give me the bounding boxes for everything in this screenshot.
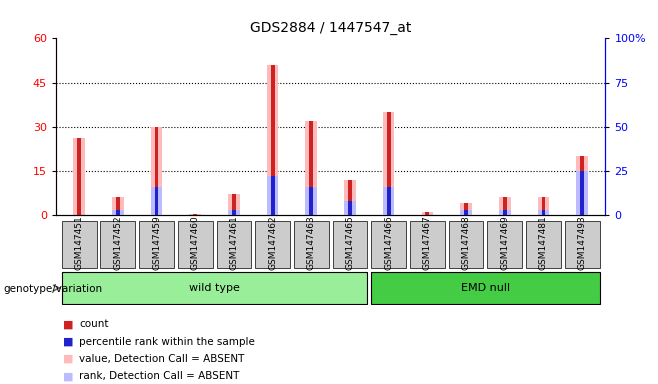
Bar: [151, 187, 163, 215]
Bar: [538, 210, 549, 215]
Bar: [344, 180, 356, 215]
Bar: [348, 201, 352, 215]
Text: GSM147469: GSM147469: [500, 215, 509, 270]
Bar: [270, 176, 274, 215]
Text: GSM147451: GSM147451: [74, 215, 84, 270]
Bar: [266, 65, 278, 215]
FancyBboxPatch shape: [294, 220, 329, 268]
Bar: [422, 212, 433, 215]
FancyBboxPatch shape: [526, 220, 561, 268]
Bar: [383, 187, 395, 215]
Text: GSM147461: GSM147461: [230, 215, 238, 270]
FancyBboxPatch shape: [565, 220, 599, 268]
Bar: [116, 197, 120, 215]
FancyBboxPatch shape: [488, 220, 522, 268]
Text: percentile rank within the sample: percentile rank within the sample: [79, 337, 255, 347]
Text: GSM147463: GSM147463: [307, 215, 316, 270]
Bar: [232, 210, 236, 215]
Bar: [464, 203, 468, 215]
Bar: [193, 214, 197, 215]
Title: GDS2884 / 1447547_at: GDS2884 / 1447547_at: [250, 21, 411, 35]
Bar: [266, 176, 278, 215]
Bar: [576, 171, 588, 215]
FancyBboxPatch shape: [371, 220, 406, 268]
Text: count: count: [79, 319, 109, 329]
Bar: [228, 210, 240, 215]
Text: ■: ■: [63, 319, 73, 329]
FancyBboxPatch shape: [410, 220, 445, 268]
Bar: [503, 210, 507, 215]
Text: GSM147493: GSM147493: [578, 215, 587, 270]
Bar: [344, 201, 356, 215]
Bar: [387, 187, 391, 215]
Text: GSM147460: GSM147460: [191, 215, 200, 270]
Bar: [155, 127, 159, 215]
Text: ■: ■: [63, 354, 73, 364]
Bar: [460, 203, 472, 215]
Text: GSM147467: GSM147467: [423, 215, 432, 270]
Bar: [503, 197, 507, 215]
Bar: [542, 197, 545, 215]
Bar: [232, 194, 236, 215]
FancyBboxPatch shape: [101, 220, 136, 268]
FancyBboxPatch shape: [332, 220, 367, 268]
Bar: [305, 121, 317, 215]
Bar: [305, 187, 317, 215]
Bar: [309, 121, 313, 215]
Bar: [228, 194, 240, 215]
Bar: [576, 156, 588, 215]
Bar: [499, 210, 511, 215]
Bar: [270, 65, 274, 215]
Bar: [383, 112, 395, 215]
FancyBboxPatch shape: [62, 220, 97, 268]
Bar: [77, 139, 81, 215]
Bar: [73, 139, 85, 215]
Text: rank, Detection Call = ABSENT: rank, Detection Call = ABSENT: [79, 371, 240, 381]
Bar: [112, 197, 124, 215]
Bar: [538, 197, 549, 215]
Text: GSM147462: GSM147462: [268, 215, 277, 270]
Text: genotype/variation: genotype/variation: [3, 284, 103, 294]
FancyBboxPatch shape: [178, 220, 213, 268]
Bar: [309, 187, 313, 215]
Bar: [542, 210, 545, 215]
FancyBboxPatch shape: [371, 273, 599, 303]
FancyBboxPatch shape: [449, 220, 484, 268]
Bar: [580, 171, 584, 215]
Text: GSM147466: GSM147466: [384, 215, 393, 270]
Bar: [112, 210, 124, 215]
Text: ■: ■: [63, 371, 73, 381]
Bar: [116, 210, 120, 215]
Bar: [580, 156, 584, 215]
Bar: [499, 197, 511, 215]
Bar: [190, 214, 201, 215]
FancyBboxPatch shape: [62, 273, 367, 303]
Text: GSM147465: GSM147465: [345, 215, 355, 270]
Text: ■: ■: [63, 337, 73, 347]
Bar: [155, 187, 159, 215]
Bar: [348, 180, 352, 215]
Text: value, Detection Call = ABSENT: value, Detection Call = ABSENT: [79, 354, 244, 364]
Text: GSM147481: GSM147481: [539, 215, 548, 270]
FancyBboxPatch shape: [139, 220, 174, 268]
Text: GSM147452: GSM147452: [113, 215, 122, 270]
Bar: [426, 212, 429, 215]
Text: EMD null: EMD null: [461, 283, 510, 293]
Bar: [387, 112, 391, 215]
FancyBboxPatch shape: [255, 220, 290, 268]
FancyBboxPatch shape: [216, 220, 251, 268]
Text: GSM147459: GSM147459: [152, 215, 161, 270]
Bar: [460, 210, 472, 215]
Text: wild type: wild type: [189, 283, 240, 293]
Text: GSM147468: GSM147468: [461, 215, 470, 270]
Bar: [464, 210, 468, 215]
Bar: [151, 127, 163, 215]
